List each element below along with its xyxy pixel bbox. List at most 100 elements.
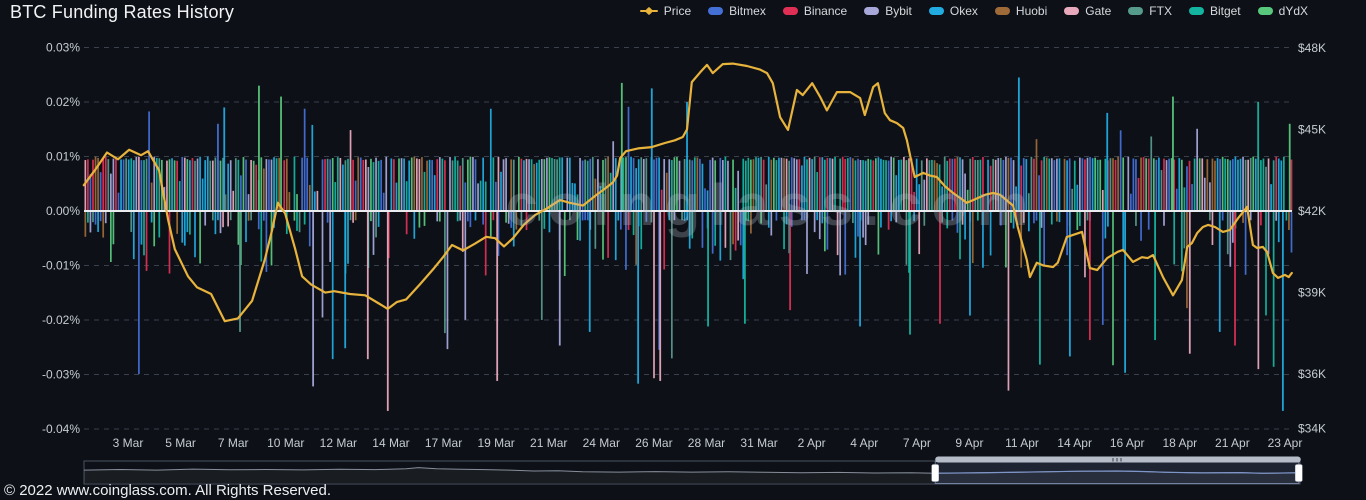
- funding-bar: [104, 156, 107, 211]
- funding-bar: [1066, 160, 1068, 211]
- funding-bar: [176, 212, 178, 234]
- funding-bar: [436, 212, 439, 222]
- funding-bar: [1272, 212, 1275, 367]
- legend-item-bitmex[interactable]: Bitmex: [708, 4, 766, 18]
- funding-bar: [84, 160, 87, 211]
- funding-bar: [961, 159, 964, 211]
- funding-bar: [859, 159, 862, 211]
- funding-bar: [212, 160, 214, 211]
- funding-bar: [1175, 188, 1178, 211]
- funding-bar: [428, 159, 431, 211]
- funding-bar: [247, 212, 250, 221]
- funding-bar: [824, 159, 826, 211]
- funding-bar: [324, 159, 326, 211]
- funding-bar: [839, 158, 841, 211]
- navigator-series-line-selected: [935, 470, 1299, 474]
- funding-bar: [189, 160, 191, 211]
- funding-bar: [826, 157, 829, 211]
- funding-bar: [1183, 212, 1186, 249]
- funding-bar: [135, 156, 138, 211]
- funding-bar: [1277, 212, 1280, 243]
- funding-bar: [760, 212, 762, 224]
- funding-bar: [1094, 157, 1096, 211]
- funding-bar: [227, 212, 229, 227]
- funding-bar: [719, 157, 722, 211]
- legend-item-binance[interactable]: Binance: [782, 4, 847, 18]
- funding-bar: [398, 158, 400, 211]
- funding-bar: [903, 156, 905, 211]
- funding-bar: [426, 160, 428, 211]
- funding-bar: [1058, 158, 1061, 211]
- funding-bar: [1154, 212, 1156, 341]
- funding-bar: [237, 159, 240, 211]
- funding-bar: [433, 175, 436, 211]
- funding-bar: [579, 212, 581, 241]
- okex-swatch-icon: [928, 7, 944, 15]
- funding-axis-tick-label: 0.00%: [46, 204, 80, 218]
- funding-bar: [706, 190, 709, 211]
- funding-bar: [864, 212, 867, 246]
- funding-bar: [627, 106, 630, 211]
- funding-bar: [229, 160, 232, 211]
- funding-bar: [724, 212, 727, 248]
- legend-item-dydx[interactable]: dYdX: [1257, 4, 1308, 18]
- legend-item-price[interactable]: Price: [639, 4, 691, 18]
- funding-bar: [821, 212, 824, 224]
- funding-bar: [365, 159, 367, 211]
- funding-bar: [543, 212, 546, 229]
- date-axis-tick-label: 3 Mar: [113, 436, 144, 450]
- funding-bar: [625, 212, 627, 270]
- legend-label: FTX: [1149, 4, 1172, 18]
- legend-item-gate[interactable]: Gate: [1064, 4, 1111, 18]
- navigator-right-handle[interactable]: [1295, 464, 1303, 482]
- funding-bar: [194, 160, 196, 211]
- funding-bar: [872, 160, 875, 211]
- legend-item-bitget[interactable]: Bitget: [1188, 4, 1241, 18]
- legend-label: dYdX: [1278, 4, 1308, 18]
- funding-bar: [584, 212, 586, 221]
- funding-bar: [658, 212, 660, 350]
- funding-bar: [956, 157, 959, 211]
- funding-bar: [650, 88, 653, 211]
- funding-bar: [1066, 212, 1068, 256]
- funding-bar: [515, 212, 518, 230]
- navigator-scrollbar[interactable]: [935, 456, 1301, 463]
- funding-bar: [686, 212, 688, 221]
- legend-item-okex[interactable]: Okex: [928, 4, 978, 18]
- funding-bar: [540, 212, 543, 320]
- funding-bar: [849, 157, 852, 211]
- funding-bar: [936, 163, 938, 211]
- funding-bar: [673, 157, 676, 211]
- funding-bar: [1186, 212, 1188, 309]
- funding-bar: [469, 156, 472, 211]
- funding-bar: [150, 212, 153, 223]
- funding-bar: [386, 212, 389, 411]
- funding-bar: [548, 157, 551, 211]
- funding-bar: [788, 212, 790, 254]
- legend-item-bybit[interactable]: Bybit: [864, 4, 912, 18]
- funding-bar: [1010, 157, 1012, 211]
- funding-bar: [112, 212, 115, 245]
- legend-item-ftx[interactable]: FTX: [1128, 4, 1172, 18]
- funding-bar: [1022, 212, 1025, 223]
- funding-bar: [191, 158, 194, 211]
- navigator-selection[interactable]: [934, 461, 1300, 484]
- funding-bar: [444, 160, 446, 211]
- funding-bar: [329, 159, 331, 211]
- funding-bar: [773, 157, 775, 211]
- legend-item-huobi[interactable]: Huobi: [994, 4, 1047, 18]
- funding-bar: [479, 180, 482, 211]
- funding-bar: [1288, 212, 1290, 231]
- funding-bar: [1028, 212, 1030, 232]
- funding-bar: [645, 158, 648, 211]
- funding-bar: [1265, 166, 1267, 211]
- funding-bar: [640, 212, 643, 250]
- funding-bar: [1101, 212, 1104, 325]
- funding-bar: [94, 156, 97, 211]
- navigator-left-handle[interactable]: [931, 464, 939, 482]
- price-line: [82, 62, 1293, 323]
- funding-bar: [390, 158, 393, 211]
- funding-bar: [1022, 158, 1025, 211]
- funding-bar: [964, 173, 966, 211]
- funding-bar: [869, 159, 872, 211]
